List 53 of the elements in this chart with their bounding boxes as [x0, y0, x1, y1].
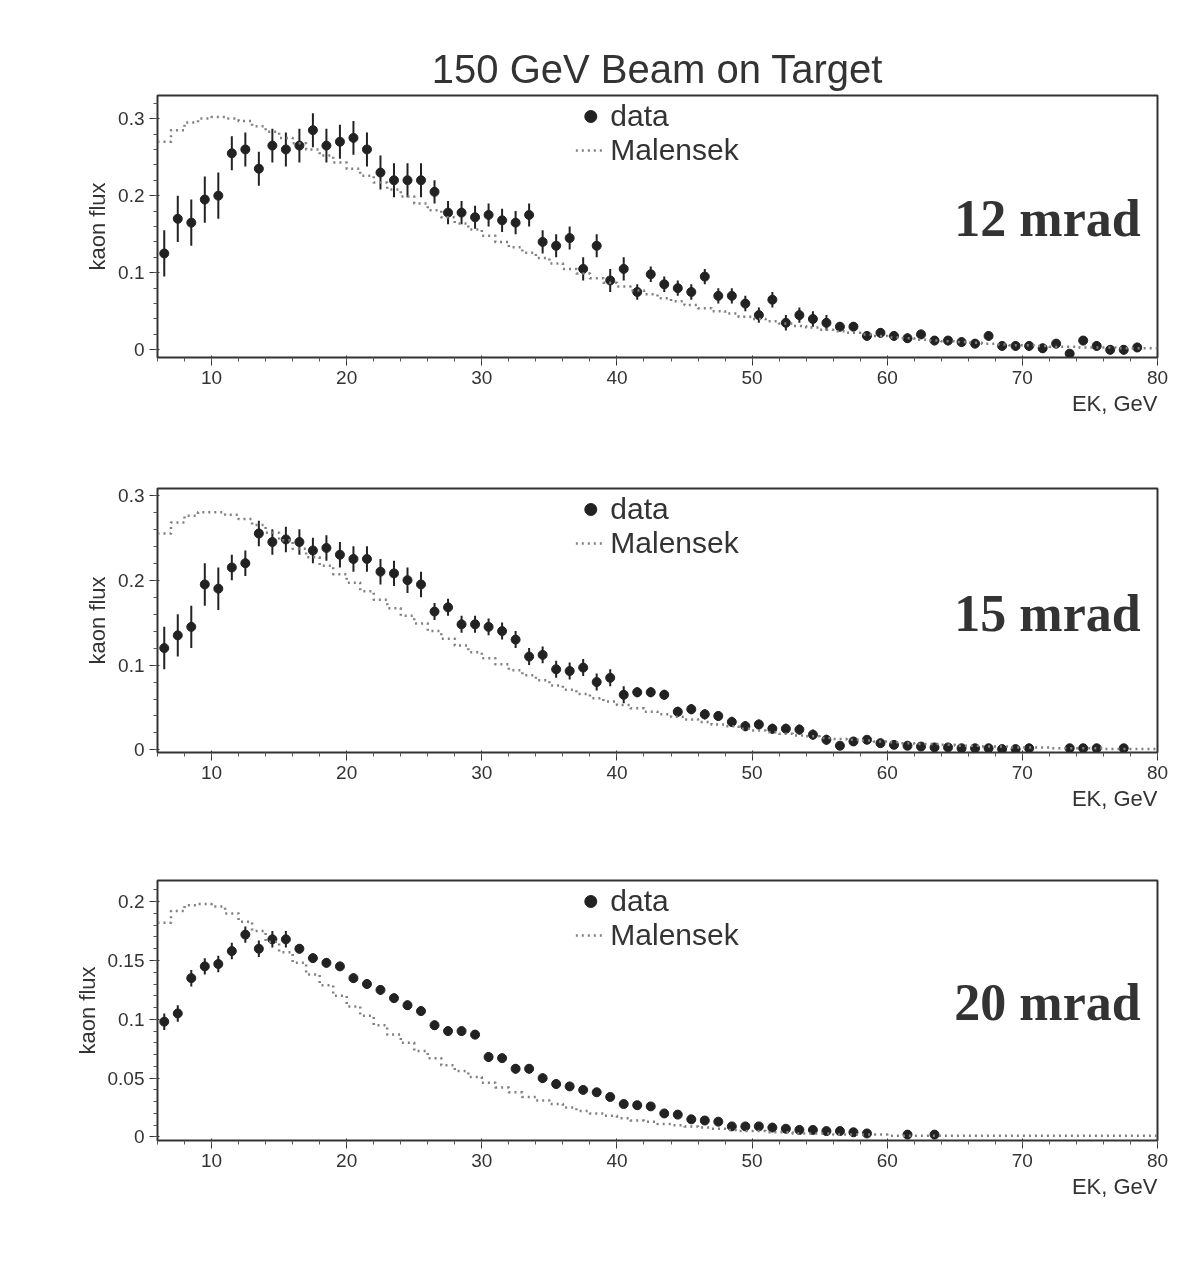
y-tick-label: 0.2	[118, 185, 145, 207]
x-tick-label: 60	[876, 366, 898, 388]
y-axis-title: kaon flux	[74, 966, 100, 1055]
y-tick-label: 0	[133, 339, 145, 361]
annotation: 20 mrad	[954, 974, 1141, 1032]
x-axis-title: EK, GeV	[1071, 785, 1158, 811]
y-tick-label: 0	[133, 739, 145, 761]
x-tick-label: 20	[336, 1149, 358, 1171]
y-tick-label: 0.1	[118, 1008, 145, 1030]
y-tick-label: 0.2	[118, 569, 145, 591]
x-tick-label: 20	[336, 761, 358, 783]
x-tick-label: 30	[471, 761, 493, 783]
y-tick-label: 0.05	[107, 1067, 145, 1089]
y-axis-title: kaon flux	[85, 576, 111, 665]
x-axis-title: EK, GeV	[1071, 390, 1158, 416]
legend-label: data	[610, 99, 669, 133]
legend-label: data	[610, 492, 669, 526]
x-tick-label: 50	[741, 366, 763, 388]
y-tick-label: 0.2	[118, 891, 145, 913]
x-tick-label: 80	[1146, 761, 1169, 783]
x-tick-label: 40	[606, 761, 628, 783]
x-tick-label: 50	[741, 1149, 763, 1171]
x-tick-label: 10	[200, 1149, 223, 1171]
x-tick-label: 80	[1146, 366, 1169, 388]
y-tick-label: 0.3	[118, 484, 145, 506]
x-tick-label: 10	[200, 366, 223, 388]
x-tick-label: 70	[1011, 1149, 1033, 1171]
x-tick-label: 60	[876, 761, 898, 783]
x-tick-label: 40	[606, 1149, 628, 1171]
annotation: 15 mrad	[954, 584, 1141, 642]
y-tick-label: 0.3	[118, 108, 145, 130]
x-tick-label: 80	[1146, 1149, 1169, 1171]
legend-label: Malensek	[610, 526, 739, 560]
x-tick-label: 30	[471, 1149, 493, 1171]
legend-label: data	[610, 884, 669, 918]
x-axis-title: EK, GeV	[1071, 1173, 1158, 1199]
chart-title: 150 GeV Beam on Target	[431, 46, 883, 91]
legend-label: Malensek	[610, 133, 739, 167]
annotation: 12 mrad	[954, 190, 1141, 248]
y-axis-title: kaon flux	[85, 182, 111, 271]
x-tick-label: 60	[876, 1149, 898, 1171]
y-tick-label: 0	[133, 1126, 145, 1148]
x-tick-label: 10	[200, 761, 223, 783]
x-tick-label: 70	[1011, 366, 1033, 388]
x-tick-label: 70	[1011, 761, 1033, 783]
x-tick-label: 20	[336, 366, 358, 388]
legend-label: Malensek	[610, 918, 739, 952]
y-tick-label: 0.1	[118, 262, 145, 284]
y-tick-label: 0.1	[118, 654, 145, 676]
x-tick-label: 40	[606, 366, 628, 388]
y-tick-label: 0.15	[107, 950, 145, 971]
x-tick-label: 30	[471, 366, 493, 388]
x-tick-label: 50	[741, 761, 763, 783]
